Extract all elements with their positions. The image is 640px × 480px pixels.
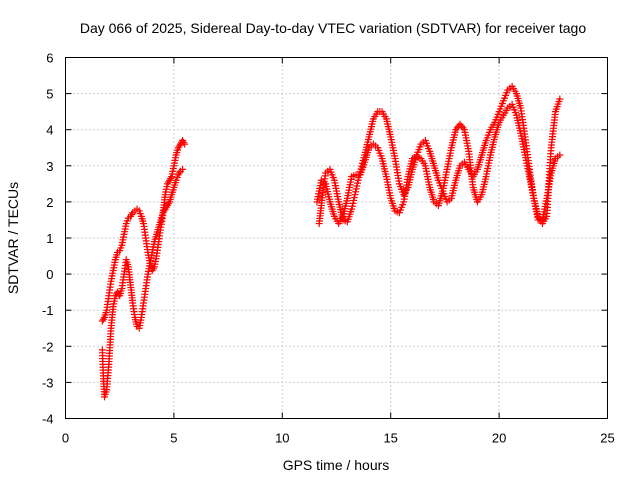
- data-points: [98, 82, 564, 401]
- y-tick-label: -1: [42, 303, 54, 318]
- y-tick-label: 1: [46, 231, 53, 246]
- chart-title: Day 066 of 2025, Sidereal Day-to-day VTE…: [80, 20, 587, 36]
- y-tick-label: 5: [46, 87, 53, 102]
- x-tick-label: 15: [383, 431, 397, 446]
- y-tick-label: 3: [46, 159, 53, 174]
- x-tick-label: 5: [170, 431, 177, 446]
- y-tick-label: 0: [46, 267, 53, 282]
- y-tick-label: -2: [42, 339, 54, 354]
- series-trace-d: [313, 95, 564, 228]
- x-tick-labels: 0 5 10 15 20 25: [62, 431, 615, 446]
- x-tick-label: 10: [275, 431, 289, 446]
- data-point: [128, 211, 136, 219]
- y-tick-label: 4: [46, 123, 53, 138]
- data-point: [556, 95, 564, 103]
- axis-ticks: [65, 57, 608, 419]
- data-point: [181, 140, 189, 148]
- data-point: [556, 151, 564, 159]
- x-tick-label: 25: [600, 431, 614, 446]
- x-tick-label: 0: [62, 431, 69, 446]
- y-tick-label: -4: [42, 412, 54, 427]
- x-axis-label: GPS time / hours: [283, 457, 390, 473]
- y-tick-label: 6: [46, 51, 53, 66]
- y-tick-labels: -4 -3 -2 -1 0 1 2 3 4 5 6: [42, 51, 54, 427]
- y-axis-label: SDTVAR / TECUs: [5, 182, 21, 294]
- data-point: [179, 165, 187, 173]
- y-tick-label: 2: [46, 195, 53, 210]
- series-trace-a: [98, 165, 187, 401]
- x-tick-label: 20: [492, 431, 506, 446]
- data-point: [99, 315, 107, 323]
- y-tick-label: -3: [42, 375, 54, 390]
- series-trace-b: [98, 137, 189, 325]
